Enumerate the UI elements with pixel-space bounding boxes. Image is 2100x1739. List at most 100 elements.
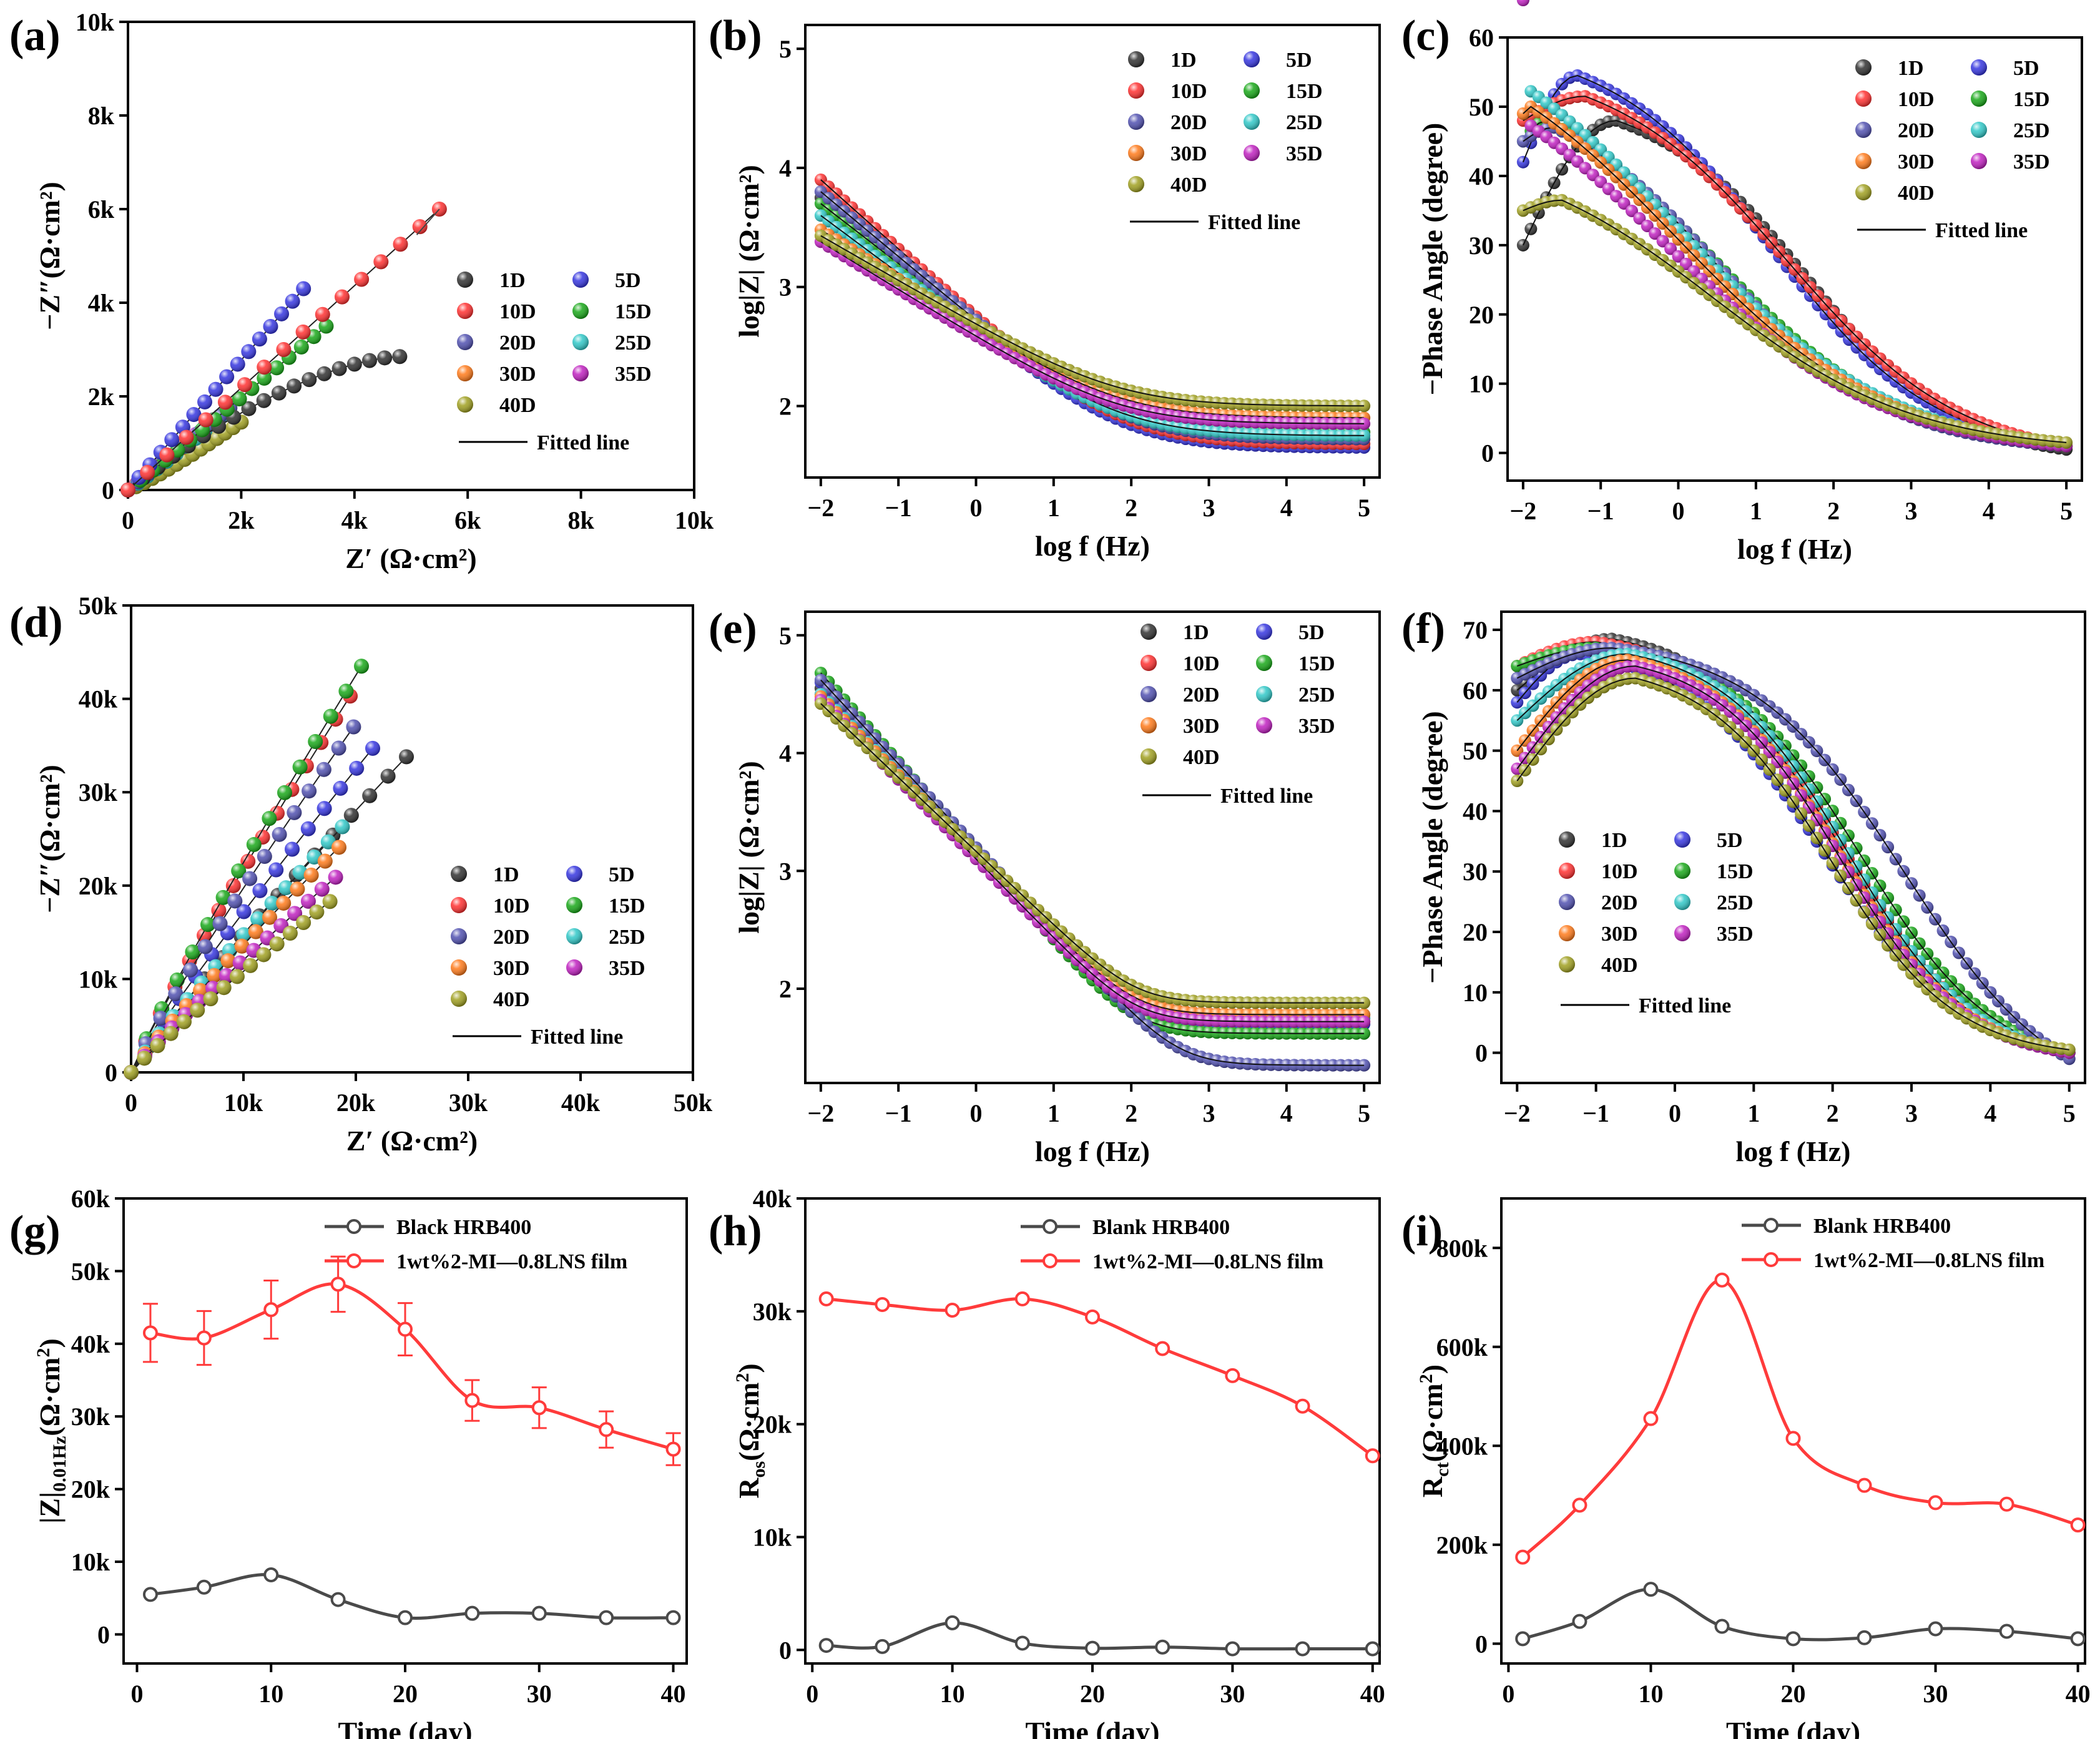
x-tick-label-e: 3 [1202,1099,1215,1127]
data-point-1D-shade [343,808,359,823]
legend-marker-10D-shade [1141,655,1157,671]
data-point-30D-shade [234,938,250,954]
data-point-10D-shade [295,324,311,340]
y-tick-label-f: 40 [1463,797,1488,825]
data-point-40D-shade [124,1065,139,1080]
y-tick-label-f: 20 [1463,918,1488,946]
data-point-5D-shade [186,407,202,423]
legend-label-1D: 1D [493,863,519,886]
legend-label-20D: 20D [1170,111,1207,134]
legend-label-40D: 40D [1898,182,1935,205]
legend-label-20D: 20D [499,331,536,355]
legend-label-1D: 1D [499,269,526,292]
data-point-5D-shade [236,904,252,919]
legend-label-1D: 1D [1183,621,1209,644]
panel-label-d: (d) [9,599,63,647]
legend-marker-15D-shade [566,897,582,913]
data-point-30D-shade [290,881,305,897]
legend-marker-5D-shade [572,272,589,288]
legend-marker-1D-shade [1855,59,1872,76]
panel-label-c: (c) [1401,12,1450,60]
data-point-10D-shade [179,429,194,445]
legend-marker-35D-shade [1971,153,1987,169]
y-tick-label-a: 6k [88,195,115,223]
legend-marker-5D-shade [566,866,582,882]
data-point-1D-shade [399,749,414,765]
legend-label-1D: 1D [1170,49,1197,72]
y-tick-label-c: 60 [1469,24,1494,52]
x-tick-label-f: 5 [2063,1099,2076,1127]
x-axis-label-a: Z′ (Ω·cm²) [345,542,476,574]
data-point-10D-shade [276,342,292,357]
fit-line-40D [820,235,1365,407]
legend-marker-35D-shade [1244,145,1260,161]
x-tick-label-d: 0 [125,1089,137,1117]
data-point-40D-shade [203,991,218,1007]
data-point-20D-shade [287,805,302,820]
data-point-15D-shade [246,837,262,853]
data-point-1D-shade [302,372,317,388]
data-point-40D-shade [322,894,338,909]
data-point-40D-shade [216,980,232,996]
data-point-15D-shade [293,339,309,355]
data-point-30D-shade [303,867,319,883]
data-point-10D-shade [225,878,241,893]
y-tick-label-f: 30 [1463,858,1488,886]
legend-marker-15D-shade [572,303,589,319]
x-tick-label-c: 0 [1672,497,1685,525]
data-point-10D-shade [315,306,330,322]
data-point-5D-shade [252,883,268,898]
fit-line-20D [1523,127,2067,447]
data-point-30D-shade [317,853,333,869]
data-point-1D-shade [346,356,362,372]
legend-marker-25D-shade [1256,686,1272,702]
legend-label-10D: 10D [493,894,530,918]
y-axis-label-e: log|Z| (Ω·cm²) [733,761,765,934]
data-point-20D-shade [302,783,317,799]
x-tick-label-c: −1 [1587,497,1614,525]
data-point-5D-shade [349,760,365,776]
data-point-5D-shade [241,344,257,360]
data-point-20D-shade [316,762,331,777]
y-axis-label-f: −Phase Angle (degree) [1416,711,1448,984]
fit-line-30D [820,696,1365,1016]
legend-marker-5D-shade [1244,51,1260,67]
legend-marker-25D-shade [572,334,589,350]
data-point-30D-shade [331,840,346,855]
data-point-30D-shade [276,895,292,911]
data-point-25D-shade [264,896,280,911]
plot-frame-e [804,610,1381,1084]
data-point-20D-shade [168,986,184,1002]
data-point-40D-shade [150,1038,165,1054]
data-point-20D-shade [272,826,287,842]
data-point-25D-shade [278,880,294,896]
data-point-10D-shade [120,483,135,497]
y-tick-label-e: 4 [779,740,792,768]
y-axis-label-b: log|Z| (Ω·cm²) [733,165,765,338]
y-tick-label-a: 10k [76,8,115,36]
data-point-10D-shade [198,412,213,428]
data-point-15D-shade [318,318,334,334]
plot-frame-d [130,604,694,1074]
y-tick-label-c: 30 [1469,232,1494,260]
data-point-30D-shade [207,967,222,983]
data-point-5D-shade [230,356,245,372]
y-tick-label-b: 2 [779,393,792,421]
legend-marker-1D-shade [1141,624,1157,640]
data-point-1D-shade [380,768,396,784]
data-point-10D-shade [211,903,227,918]
data-point-15D-shade [185,944,200,960]
data-point-20D-shade [153,1011,169,1026]
data-point-5D-shade [263,318,278,334]
x-tick-label-b: 5 [1358,494,1370,522]
legend-label-5D: 5D [2013,57,2039,80]
legend-label-5D: 5D [1298,621,1325,644]
x-tick-label-b: 2 [1125,494,1137,522]
legend-marker-10D-shade [1128,82,1144,99]
x-tick-label-f: 3 [1905,1099,1918,1127]
legend-marker-30D-shade [1855,153,1872,169]
data-point-1D-shade [287,378,302,394]
legend-label-30D: 30D [1170,142,1207,165]
data-point-20D-shade [1358,1059,1371,1072]
